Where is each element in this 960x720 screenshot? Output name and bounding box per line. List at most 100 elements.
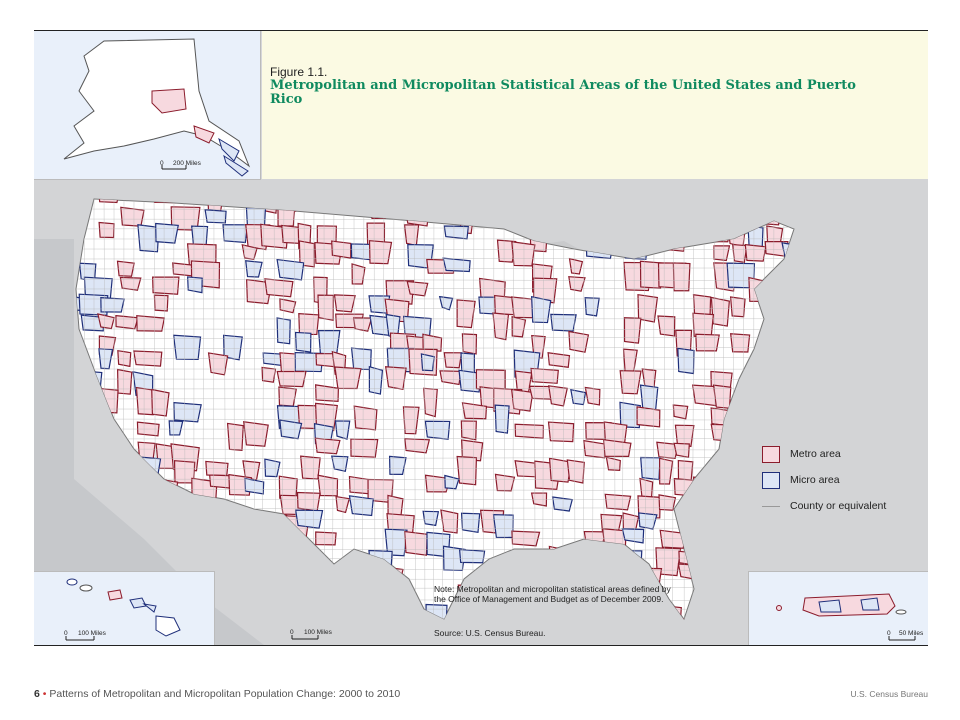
legend-item-metro: Metro area <box>762 441 928 467</box>
metro-area <box>314 402 338 432</box>
legend-label-micro: Micro area <box>790 474 840 486</box>
county-line <box>76 397 794 400</box>
micro-area <box>223 334 243 361</box>
metro-area <box>637 495 661 519</box>
metro-area <box>568 257 584 275</box>
metro-area <box>657 315 676 337</box>
county-line <box>76 428 794 430</box>
micro-area <box>621 528 645 544</box>
county-line <box>76 488 794 491</box>
footer-separator: • <box>42 688 47 700</box>
county-line <box>76 328 794 330</box>
county-line <box>663 199 666 619</box>
county-line <box>76 357 794 360</box>
metro-area <box>314 437 341 455</box>
metro-area <box>659 529 688 549</box>
county-line <box>76 388 794 390</box>
map-note: Note: Metropolitan and micropolitan stat… <box>434 584 671 604</box>
figure-title-box: Figure 1.1. Metropolitan and Micropolita… <box>262 31 928 179</box>
metro-area <box>566 459 585 484</box>
metro-area <box>674 424 695 448</box>
metro-area <box>151 388 170 417</box>
metro-area <box>511 315 527 338</box>
micro-area <box>438 295 454 311</box>
pr-scale-zero: 0 <box>887 630 891 637</box>
metro-area <box>672 262 691 292</box>
puerto-rico-inset: 0 50 Miles <box>748 571 928 645</box>
metro-area <box>511 530 541 547</box>
micro-area <box>388 455 407 475</box>
micro-area <box>460 512 481 534</box>
metro-swatch <box>762 445 780 463</box>
legend-item-county: County or equivalent <box>762 493 928 519</box>
county-line <box>76 438 794 440</box>
county-line <box>413 199 416 619</box>
metro-area <box>226 422 244 452</box>
metro-area <box>352 317 373 332</box>
metro-area <box>460 439 484 462</box>
metro-area <box>548 457 572 483</box>
metro-area <box>207 352 229 376</box>
contiguous-us-map <box>34 179 928 645</box>
metro-area <box>296 491 321 512</box>
metro-area <box>205 460 229 477</box>
metro-area <box>353 405 378 431</box>
metro-area <box>278 386 298 407</box>
metro-area <box>456 455 478 486</box>
metro-area <box>315 531 337 546</box>
figure-title: Metropolitan and Micropolitan Statistica… <box>270 78 856 107</box>
metro-area <box>317 474 339 497</box>
metro-area <box>298 313 320 336</box>
hawaii-map <box>65 578 181 641</box>
metro-area <box>568 330 590 353</box>
alaska-scale-zero: 0 <box>160 160 164 167</box>
metro-area <box>732 243 748 263</box>
metro-area <box>300 455 321 480</box>
micro-area <box>384 528 408 557</box>
metro-area <box>636 406 661 428</box>
metro-area <box>461 333 478 355</box>
micro-area <box>348 495 374 517</box>
county-line <box>433 199 435 619</box>
metro-area <box>547 352 571 368</box>
metro-area <box>384 366 407 391</box>
metro-area <box>510 388 534 412</box>
pr-scale-label: 50 Miles <box>899 630 924 637</box>
micro-area <box>424 420 451 440</box>
page-number: 6 <box>34 688 40 700</box>
metro-area <box>528 385 553 400</box>
metro-area <box>153 294 169 312</box>
footer-publication-title: Patterns of Metropolitan and Micropolita… <box>49 688 401 700</box>
legend-label-county: County or equivalent <box>790 500 887 512</box>
hawaii-scale-zero: 0 <box>64 630 68 637</box>
county-line <box>472 199 475 619</box>
metro-area <box>98 221 115 239</box>
hawaii-inset: 0 100 Miles <box>34 571 215 645</box>
metro-area <box>241 244 258 261</box>
page-footer-left: 6 • Patterns of Metropolitan and Micropo… <box>34 688 400 700</box>
metro-area <box>261 366 277 383</box>
metro-area <box>317 294 334 322</box>
metro-area <box>492 312 510 341</box>
micro-area <box>155 222 179 244</box>
metro-area <box>511 241 536 267</box>
micro-area <box>570 388 587 406</box>
metro-area <box>692 294 712 317</box>
metro-area <box>672 404 689 420</box>
metro-area <box>260 223 289 249</box>
county-line <box>423 199 426 619</box>
figure-label: Figure 1.1. <box>270 65 328 79</box>
metro-area <box>368 240 393 265</box>
county-line <box>76 478 794 481</box>
metro-area <box>423 387 438 418</box>
county-line <box>76 448 794 451</box>
metro-area <box>117 368 133 395</box>
micro-swatch <box>762 471 780 489</box>
metro-area <box>530 367 559 384</box>
county-line-swatch <box>762 505 780 507</box>
micro-area <box>168 420 184 436</box>
metro-area <box>605 456 621 471</box>
metro-area <box>117 350 132 368</box>
metro-area <box>120 206 145 227</box>
micro-area <box>444 474 460 490</box>
